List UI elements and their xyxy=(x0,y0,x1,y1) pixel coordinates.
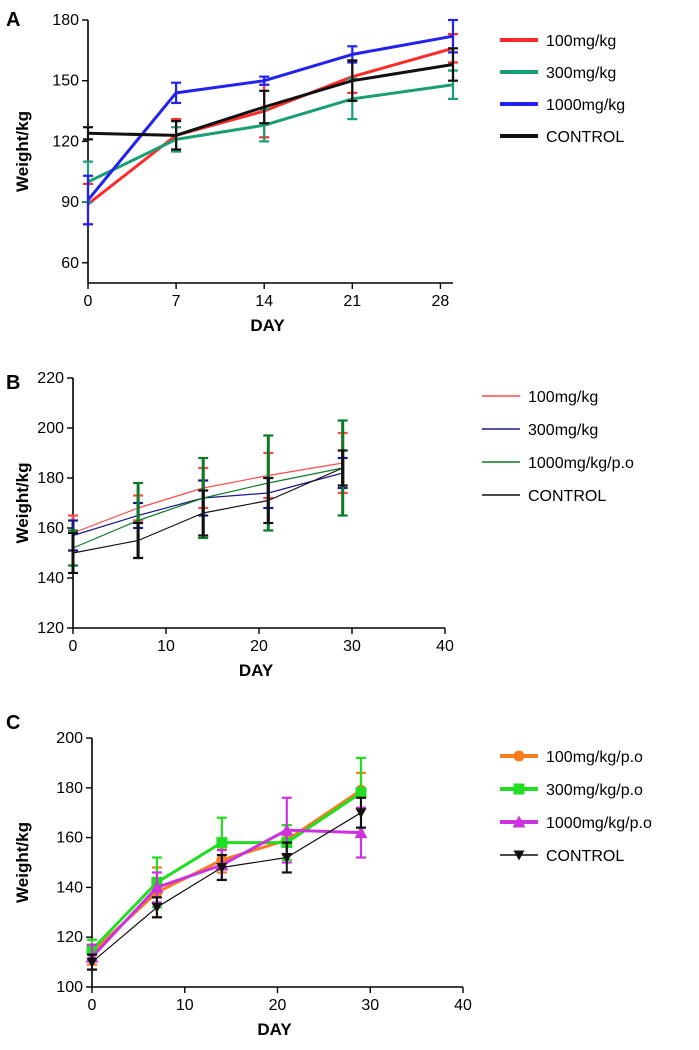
y-tick-label: 120 xyxy=(52,133,79,150)
x-tick-label: 30 xyxy=(361,997,379,1014)
data-point xyxy=(86,957,98,968)
x-tick-label: 10 xyxy=(176,997,194,1014)
y-tick-label: 200 xyxy=(56,730,83,747)
x-tick-label: 21 xyxy=(343,293,361,310)
legend-label: 1000mg/kg xyxy=(546,97,625,114)
y-tick-label: 160 xyxy=(37,520,64,537)
legend-swatch-marker xyxy=(513,750,525,762)
x-tick-label: 0 xyxy=(69,638,78,655)
series-1000mg-kg-p-o xyxy=(85,796,368,971)
chart-panel-b: 120 140 160 180 200 220 0 10 20 30 40 DAY Weight/kg 1… xyxy=(13,370,634,680)
data-point xyxy=(216,837,228,849)
series-line xyxy=(86,34,454,202)
x-tick-label: 40 xyxy=(436,638,454,655)
x-tick-label: 0 xyxy=(88,997,97,1014)
data-point xyxy=(280,823,294,836)
legend-swatch-marker xyxy=(513,783,525,795)
series-control xyxy=(83,47,458,151)
chart-panel-a: 60 90 120 150 180 0 7 14 21 28 DAY Weight/kg 100mg/k… xyxy=(13,12,625,335)
y-axis-title: Weight/kg xyxy=(13,111,32,192)
data-point xyxy=(355,808,367,819)
x-tick-label: 20 xyxy=(250,638,268,655)
chart-panel-c: 100 120 140 160 180 200 0 10 20 30 40 DAY Weight/kg 1… xyxy=(13,730,652,1039)
legend-label: 100mg/kg/p.o xyxy=(546,749,643,766)
series-line xyxy=(72,467,343,554)
x-axis-title: DAY xyxy=(239,661,274,680)
legend-label: 1000mg/kg/p.o xyxy=(528,455,634,472)
x-tick-label: 28 xyxy=(432,293,450,310)
legend-label: 300mg/kg/p.o xyxy=(546,782,643,799)
legend-label: CONTROL xyxy=(546,129,624,146)
y-axis-title: Weight/kg xyxy=(13,463,32,544)
x-axis-title: DAY xyxy=(250,316,285,335)
y-axis-title: Weight/kg xyxy=(13,822,32,903)
x-tick-label: 7 xyxy=(172,293,181,310)
legend-panel-a: 100mg/kg 300mg/kg 1000mg/kg CONTROL xyxy=(500,33,625,146)
panel-label-a: A xyxy=(6,9,20,31)
x-tick-label: 20 xyxy=(269,997,287,1014)
legend-panel-b: 100mg/kg 300mg/kg 1000mg/kg/p.o CONTROL xyxy=(482,389,634,505)
y-tick-label: 100 xyxy=(56,979,83,996)
y-tick-label: 180 xyxy=(52,12,79,29)
x-tick-label: 10 xyxy=(157,638,175,655)
panel-label-c: C xyxy=(6,712,20,734)
y-tick-label: 120 xyxy=(56,929,83,946)
y-tick-label: 140 xyxy=(37,570,64,587)
x-tick-label: 40 xyxy=(454,997,472,1014)
chart-marks-layer: 60 90 120 150 180 0 7 14 21 28 DAY Weight/kg 100mg/k… xyxy=(13,12,652,1039)
data-point xyxy=(281,853,293,864)
data-point xyxy=(150,880,164,893)
series-100mg-kg xyxy=(83,33,458,226)
series-line xyxy=(87,83,454,184)
legend-label: 1000mg/kg/p.o xyxy=(546,815,652,832)
data-point xyxy=(151,902,163,913)
series-line xyxy=(87,63,454,137)
legend-label: 100mg/kg xyxy=(528,389,598,406)
series-control xyxy=(68,449,348,575)
y-tick-label: 120 xyxy=(37,620,64,637)
legend-label: CONTROL xyxy=(546,848,624,865)
x-axis-title: DAY xyxy=(257,1020,292,1039)
y-tick-label: 140 xyxy=(56,879,83,896)
legend-label: 100mg/kg xyxy=(546,33,616,50)
legend-label: 300mg/kg xyxy=(528,422,598,439)
series-1000mg-kg-p-o xyxy=(68,419,348,567)
y-tick-label: 180 xyxy=(56,780,83,797)
data-point xyxy=(354,826,368,839)
y-tick-label: 200 xyxy=(37,420,64,437)
panel-label-b: B xyxy=(6,372,20,394)
y-tick-label: 60 xyxy=(61,255,79,272)
y-tick-label: 150 xyxy=(52,73,79,90)
legend-swatch-marker xyxy=(512,815,526,828)
x-tick-label: 14 xyxy=(255,293,273,310)
data-point xyxy=(216,862,228,873)
y-tick-label: 90 xyxy=(61,194,79,211)
data-point xyxy=(355,787,367,799)
series-300mg-kg xyxy=(68,456,348,552)
legend-label: CONTROL xyxy=(528,488,606,505)
series-1000mg-kg xyxy=(83,18,458,226)
legend-swatch-marker xyxy=(513,850,525,861)
series-line xyxy=(91,812,362,963)
y-tick-label: 180 xyxy=(37,470,64,487)
legend-panel-c: 100mg/kg/p.o 300mg/kg/p.o 1000mg/kg/p.o CON… xyxy=(500,749,652,865)
series-line xyxy=(87,46,454,206)
y-tick-label: 220 xyxy=(37,370,64,387)
x-tick-label: 30 xyxy=(343,638,361,655)
series-line xyxy=(72,472,343,537)
legend-label: 300mg/kg xyxy=(546,65,616,82)
series-control xyxy=(86,796,367,971)
x-tick-label: 0 xyxy=(84,293,93,310)
y-tick-label: 160 xyxy=(56,830,83,847)
